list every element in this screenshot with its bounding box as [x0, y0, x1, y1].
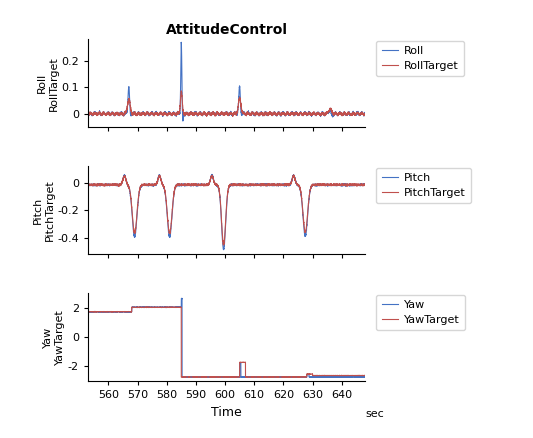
RollTarget: [178, 88, 184, 94]
Y-axis label: Roll
RollTarget: Roll RollTarget: [37, 56, 59, 111]
Pitch: [313, 182, 319, 187]
RollTarget: [265, 112, 271, 117]
Line: YawTarget: YawTarget: [88, 307, 365, 377]
Legend: Yaw, YawTarget: Yaw, YawTarget: [376, 295, 465, 330]
Y-axis label: Yaw
YawTarget: Yaw YawTarget: [43, 309, 65, 365]
Roll: [191, 111, 197, 117]
PitchTarget: [251, 182, 257, 187]
Pitch: [251, 182, 257, 187]
Line: RollTarget: RollTarget: [88, 91, 365, 117]
Roll: [292, 113, 298, 118]
RollTarget: [362, 111, 368, 116]
Pitch: [135, 198, 141, 203]
Title: AttitudeControl: AttitudeControl: [166, 23, 287, 37]
Y-axis label: Pitch
PitchTarget: Pitch PitchTarget: [33, 180, 54, 241]
Legend: Roll, RollTarget: Roll, RollTarget: [376, 41, 464, 76]
PitchTarget: [85, 182, 91, 187]
PitchTarget: [191, 183, 197, 188]
PitchTarget: [313, 182, 319, 187]
Yaw: [362, 374, 368, 380]
PitchTarget: [265, 183, 271, 188]
RollTarget: [292, 111, 298, 117]
Roll: [251, 113, 257, 118]
YawTarget: [295, 374, 301, 380]
Yaw: [85, 309, 91, 314]
YawTarget: [292, 374, 298, 380]
Yaw: [292, 374, 298, 380]
Yaw: [179, 296, 185, 301]
Pitch: [209, 172, 215, 177]
Pitch: [85, 183, 91, 188]
RollTarget: [191, 111, 197, 116]
Pitch: [265, 183, 271, 188]
Pitch: [362, 182, 368, 187]
Roll: [180, 118, 186, 124]
Roll: [178, 40, 184, 45]
Line: Pitch: Pitch: [88, 174, 365, 250]
RollTarget: [135, 110, 141, 115]
Yaw: [251, 374, 257, 379]
Text: sec: sec: [365, 409, 384, 419]
Roll: [313, 111, 319, 117]
Line: Yaw: Yaw: [88, 298, 365, 378]
RollTarget: [85, 112, 91, 117]
RollTarget: [230, 114, 236, 119]
YawTarget: [135, 305, 142, 310]
Line: Roll: Roll: [88, 42, 365, 121]
Pitch: [292, 175, 298, 180]
Roll: [362, 112, 368, 117]
Roll: [135, 110, 141, 115]
PitchTarget: [362, 183, 368, 188]
Legend: Pitch, PitchTarget: Pitch, PitchTarget: [376, 168, 471, 203]
Yaw: [313, 374, 319, 380]
Line: PitchTarget: PitchTarget: [88, 175, 365, 245]
YawTarget: [85, 309, 91, 314]
PitchTarget: [135, 196, 141, 201]
X-axis label: Time: Time: [211, 406, 242, 419]
YawTarget: [251, 374, 257, 380]
PitchTarget: [290, 173, 297, 178]
RollTarget: [251, 112, 257, 117]
YawTarget: [362, 373, 368, 378]
Yaw: [265, 374, 271, 380]
Roll: [85, 112, 91, 117]
PitchTarget: [292, 177, 298, 182]
RollTarget: [313, 111, 319, 117]
YawTarget: [191, 374, 197, 380]
Pitch: [191, 182, 197, 187]
Pitch: [221, 247, 227, 252]
YawTarget: [265, 374, 271, 380]
Yaw: [223, 375, 229, 380]
PitchTarget: [220, 243, 227, 248]
Roll: [265, 111, 271, 117]
YawTarget: [313, 373, 319, 378]
Yaw: [135, 305, 141, 310]
YawTarget: [131, 304, 138, 310]
Yaw: [191, 374, 197, 380]
